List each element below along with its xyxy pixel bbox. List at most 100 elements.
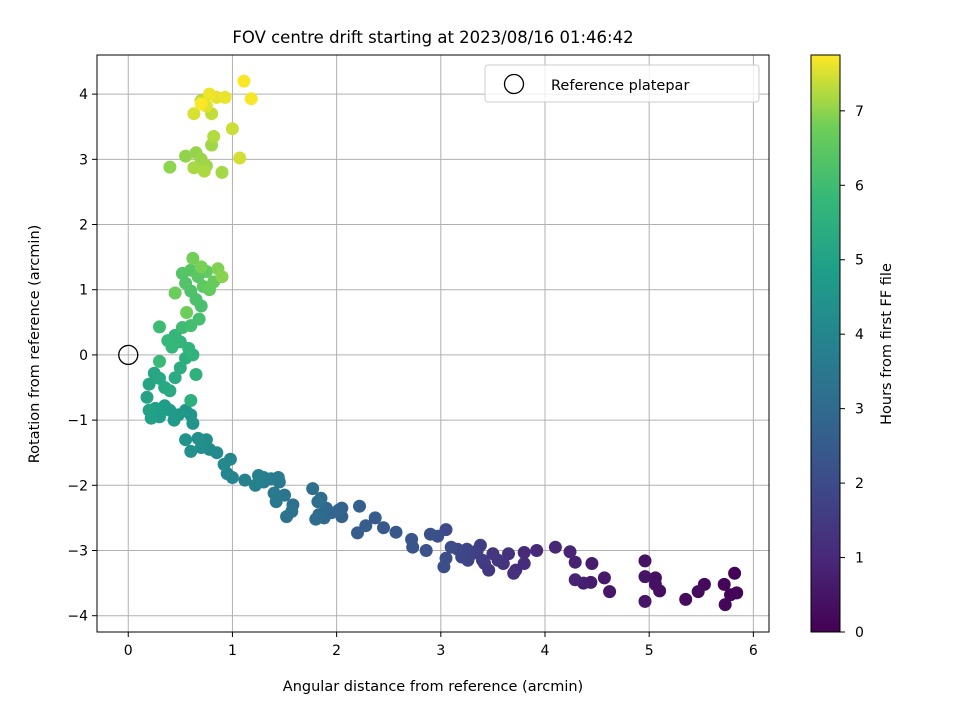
data-point	[252, 469, 265, 482]
data-point	[679, 592, 693, 606]
plot-frame	[96, 54, 770, 633]
data-point	[717, 577, 731, 591]
data-point	[568, 555, 582, 569]
data-point	[233, 151, 247, 165]
data-point	[638, 570, 652, 584]
x-axis-label: Angular distance from reference (arcmin)	[283, 679, 583, 695]
data-point	[153, 320, 166, 334]
data-point	[691, 585, 705, 599]
x-tick-label: 0	[124, 643, 133, 659]
data-point	[215, 165, 229, 179]
x-tick-label: 3	[436, 643, 445, 659]
data-point	[192, 312, 206, 326]
data-point	[163, 384, 177, 398]
x-tick-label: 5	[645, 643, 654, 659]
data-point	[368, 511, 382, 525]
data-point	[207, 130, 221, 143]
data-point	[168, 286, 182, 300]
data-point	[267, 486, 281, 500]
data-point	[153, 354, 166, 368]
data-point	[530, 544, 544, 557]
data-point	[142, 377, 156, 391]
data-point	[218, 90, 232, 104]
colorbar-tick-label: 7	[855, 104, 864, 120]
data-point	[603, 585, 617, 599]
data-point	[184, 394, 198, 407]
colorbar-tick-label: 2	[855, 476, 864, 492]
data-point	[140, 390, 154, 404]
data-point	[163, 160, 177, 174]
data-point	[179, 149, 193, 163]
y-axis: −4 −3 −2 −1 0 1 2 3 4	[67, 87, 97, 625]
x-tick-label: 6	[749, 643, 758, 659]
data-point	[437, 560, 451, 574]
data-point	[648, 577, 662, 591]
data-point	[486, 547, 500, 561]
y-tick-label: −4	[67, 609, 88, 625]
data-point	[724, 588, 737, 602]
data-point	[405, 532, 419, 546]
data-point	[194, 260, 208, 274]
data-point	[187, 161, 201, 175]
data-point	[311, 495, 325, 509]
data-point	[597, 571, 611, 585]
data-point	[728, 566, 742, 580]
data-point	[189, 368, 203, 381]
data-point	[191, 431, 205, 445]
data-point	[585, 557, 599, 570]
data-point	[389, 525, 403, 539]
colorbar-tick-label: 4	[855, 327, 864, 343]
data-point	[186, 251, 200, 265]
data-point	[502, 547, 515, 561]
data-point	[179, 433, 193, 447]
reference-platepar-point	[118, 344, 139, 366]
x-tick-label: 2	[332, 643, 341, 659]
x-tick-label: 1	[228, 643, 237, 659]
data-point	[203, 87, 216, 101]
y-tick-label: −3	[67, 544, 88, 560]
data-point	[142, 403, 156, 417]
data-point	[419, 544, 433, 557]
data-point	[351, 526, 364, 540]
data-point	[168, 371, 182, 385]
data-point	[718, 598, 732, 612]
colorbar-label: Hours from first FF file	[879, 263, 895, 425]
data-point	[309, 512, 323, 526]
data-point	[306, 482, 320, 496]
data-point	[248, 478, 262, 492]
data-point	[244, 92, 258, 106]
data-point	[638, 554, 652, 568]
data-point	[194, 97, 208, 111]
colorbar-ticks: 0 1 2 3 4 5 6 7	[840, 104, 864, 641]
data-point	[507, 566, 521, 580]
data-point	[167, 413, 181, 427]
data-point	[215, 270, 229, 284]
chart-title: FOV centre drift starting at 2023/08/16 …	[232, 28, 633, 47]
data-point	[197, 164, 211, 178]
data-point	[280, 510, 294, 524]
colorbar-tick-label: 0	[855, 625, 864, 641]
data-point	[517, 546, 531, 559]
data-point	[217, 457, 231, 471]
grid-lines	[97, 55, 769, 632]
colorbar-tick-label: 1	[855, 551, 864, 567]
colorbar-gradient	[810, 54, 841, 633]
data-point	[184, 444, 198, 458]
data-point	[444, 540, 458, 554]
data-point	[423, 527, 437, 541]
data-point	[476, 553, 489, 567]
data-point	[173, 361, 187, 375]
legend-box	[484, 64, 760, 103]
reference-marker	[118, 344, 139, 366]
data-point	[238, 473, 252, 487]
data-point	[161, 334, 175, 348]
data-point	[353, 499, 366, 513]
y-tick-label: 0	[79, 348, 88, 364]
y-tick-label: 4	[79, 87, 88, 103]
colorbar-tick-label: 6	[855, 178, 864, 194]
y-axis-label: Rotation from reference (arcmin)	[27, 225, 43, 464]
legend-entry-label: Reference platepar	[551, 78, 689, 94]
colorbar-tick-label: 3	[855, 402, 864, 418]
data-point	[180, 306, 194, 319]
